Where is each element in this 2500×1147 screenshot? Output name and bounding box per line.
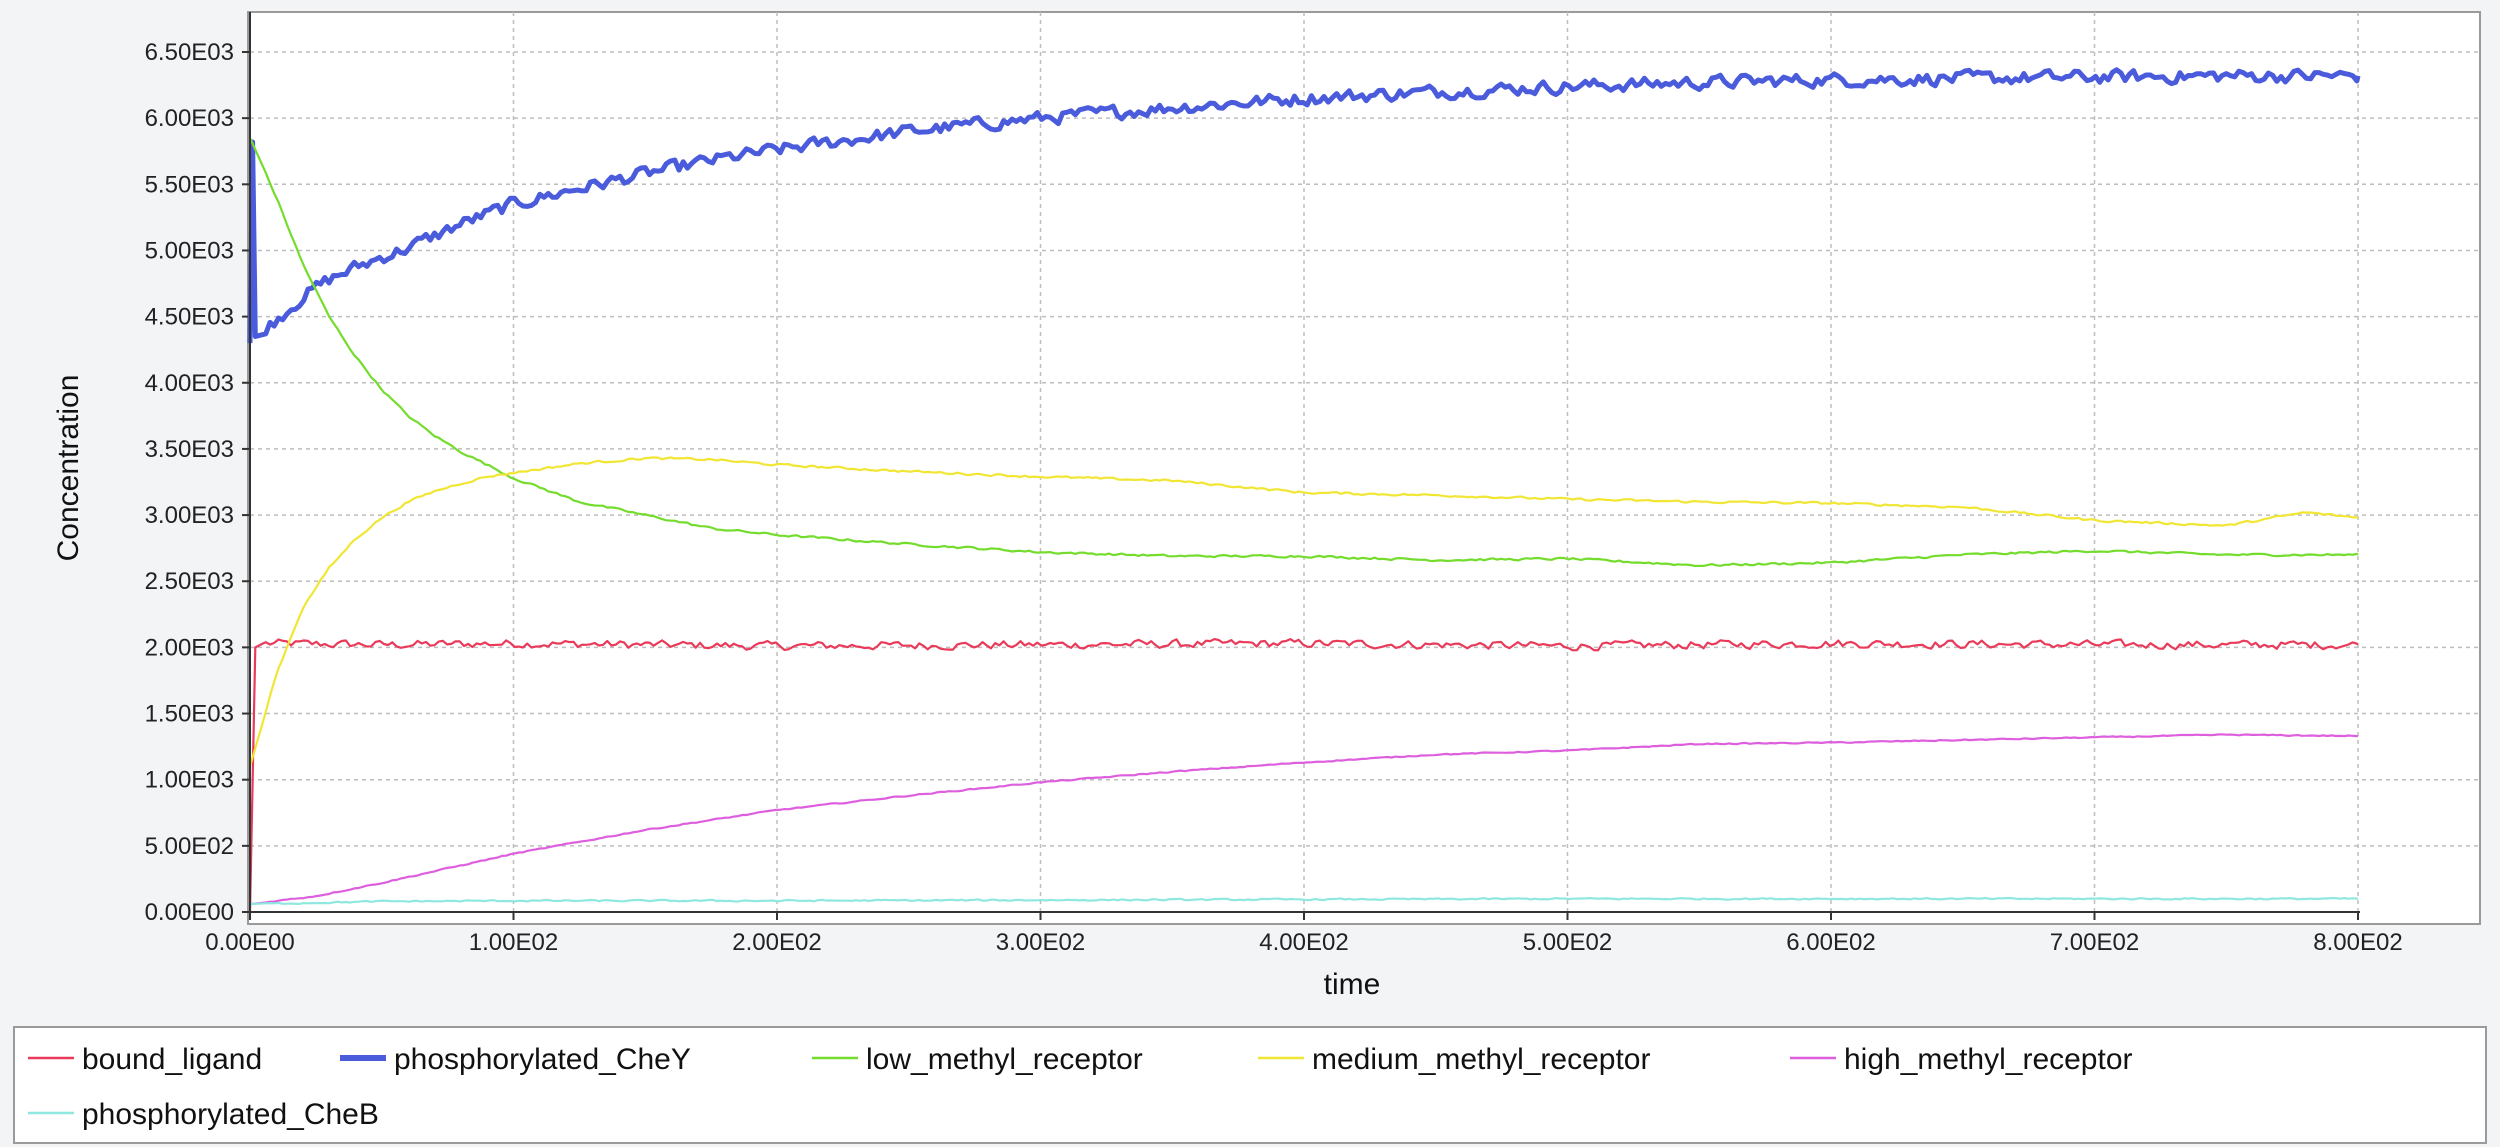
y-axis-ticks: 0.00E00 5.00E02 1.00E03 1.50E03 2.00E03 2.50E… [145, 39, 250, 926]
x-axis-ticks: 0.00E00 1.00E02 2.00E02 3.00E02 4.00E02 5.00E… [205, 912, 2403, 956]
y-tick-label: 6.50E03 [145, 39, 234, 66]
y-tick-label: 4.50E03 [145, 304, 234, 331]
series-line-phosphorylated-CheB [249, 896, 2359, 906]
y-tick-label: 0.00E00 [145, 899, 234, 926]
x-tick-label: 4.00E02 [1259, 929, 1348, 956]
y-tick-label: 5.00E03 [145, 237, 234, 264]
y-tick-label: 4.00E03 [145, 370, 234, 397]
series-lines [247, 67, 2361, 913]
x-tick-label: 2.00E02 [732, 929, 821, 956]
series-line-phosphorylated-CheY [247, 67, 2361, 344]
y-tick-label: 1.00E03 [145, 767, 234, 794]
series-line-bound-ligand [248, 638, 2359, 913]
legend-label: high_methyl_receptor [1844, 1043, 2133, 1076]
y-tick-label: 5.50E03 [145, 171, 234, 198]
legend [13, 1026, 2487, 1144]
x-tick-label: 1.00E02 [469, 929, 558, 956]
legend-items: bound_ligand phosphorylated_CheY low_methy… [28, 1043, 2133, 1131]
y-tick-label: 3.50E03 [145, 436, 234, 463]
y-tick-label: 2.00E03 [145, 634, 234, 661]
legend-label: phosphorylated_CheB [82, 1098, 379, 1131]
x-tick-label: 0.00E00 [205, 929, 294, 956]
series-line-high-methyl-receptor [249, 733, 2359, 906]
y-tick-label: 1.50E03 [145, 701, 234, 728]
grid-lines [250, 12, 2480, 912]
y-tick-label: 3.00E03 [145, 502, 234, 529]
y-tick-label: 5.00E02 [145, 833, 234, 860]
plot-area [247, 11, 2481, 925]
x-axis-label: time [1324, 968, 1381, 1001]
x-tick-label: 7.00E02 [2050, 929, 2139, 956]
legend-label: bound_ligand [82, 1043, 262, 1076]
legend-label: medium_methyl_receptor [1312, 1043, 1650, 1076]
x-tick-label: 8.00E02 [2313, 929, 2402, 956]
y-axis-label: Concentration [52, 375, 85, 562]
x-tick-label: 5.00E02 [1523, 929, 1612, 956]
y-tick-label: 2.50E03 [145, 568, 234, 595]
x-tick-label: 6.00E02 [1786, 929, 1875, 956]
legend-label: phosphorylated_CheY [394, 1043, 691, 1076]
y-tick-label: 6.00E03 [145, 105, 234, 132]
x-tick-label: 3.00E02 [996, 929, 1085, 956]
series-line-low-methyl-receptor [248, 137, 2359, 568]
legend-label: low_methyl_receptor [866, 1043, 1143, 1076]
series-line-medium-methyl-receptor [248, 456, 2359, 767]
